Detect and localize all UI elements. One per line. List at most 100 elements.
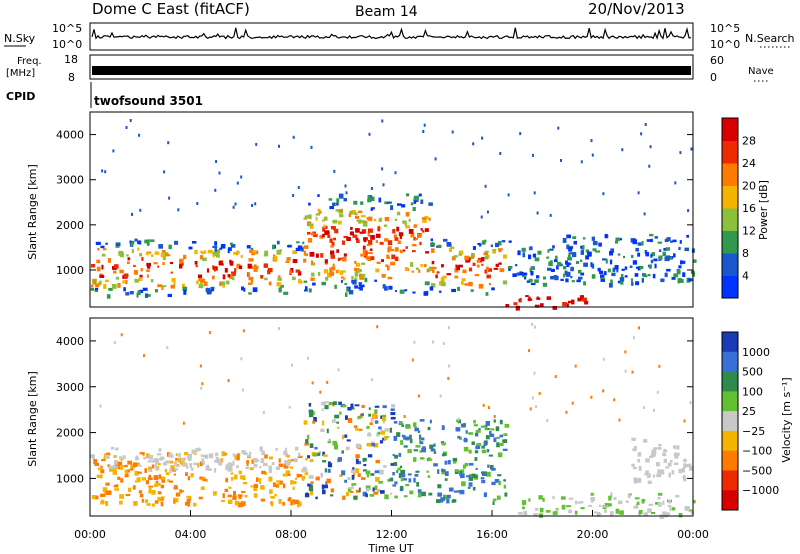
- velocity-echo-cell: [114, 488, 119, 491]
- velocity-echo-cell: [610, 492, 613, 497]
- velocity-echo-cell: [292, 502, 296, 505]
- power-echo-cell: [144, 239, 149, 244]
- velocity-echo-cell: [160, 501, 164, 507]
- power-echo-cell: [354, 277, 358, 281]
- velocity-colorbar-segment: [722, 332, 738, 353]
- power-echo-cell: [387, 201, 392, 204]
- velocity-echo-cell: [193, 462, 198, 466]
- y-tick-label: 2000: [56, 219, 84, 232]
- velocity-echo-cell: [253, 457, 258, 463]
- velocity-sparse-cell: [534, 325, 537, 329]
- power-echo-cell: [113, 270, 117, 274]
- velocity-sparse-cell: [571, 401, 574, 405]
- velocity-colorbar-segment: [722, 450, 738, 471]
- nsearch-label: N.Search: [745, 32, 795, 45]
- velocity-echo-cell: [371, 443, 376, 447]
- velocity-sparse-cell: [227, 379, 230, 383]
- velocity-colorbar-tick: 100: [742, 385, 763, 398]
- y-tick-label: 1000: [56, 264, 84, 277]
- velocity-echo-cell: [370, 418, 374, 422]
- power-sparse-cell: [255, 142, 258, 146]
- velocity-echo-cell: [400, 485, 404, 490]
- velocity-sparse-cell: [493, 415, 496, 418]
- power-echo-cell: [252, 250, 257, 255]
- velocity-echo-cell: [228, 467, 233, 472]
- power-echo-cell: [229, 260, 234, 266]
- velocity-echo-cell: [368, 413, 371, 417]
- power-echo-cell: [240, 254, 243, 258]
- power-echo-cell: [413, 195, 419, 201]
- power-echo-cell: [222, 274, 226, 280]
- velocity-echo-cell: [326, 428, 329, 434]
- power-echo-cell: [684, 247, 689, 252]
- power-echo-cell: [307, 215, 310, 219]
- velocity-echo-cell: [690, 510, 695, 515]
- velocity-echo-cell: [373, 491, 379, 495]
- power-echo-cell: [650, 238, 653, 243]
- velocity-echo-cell: [538, 495, 543, 500]
- power-echo-cell: [528, 278, 533, 283]
- velocity-echo-cell: [369, 422, 373, 426]
- power-echo-cell: [619, 238, 623, 241]
- velocity-colorbar-segment: [722, 430, 738, 452]
- velocity-echo-cell: [193, 502, 197, 507]
- power-echo-cell: [368, 252, 373, 255]
- velocity-echo-cell: [692, 500, 696, 504]
- power-sparse-cell: [590, 139, 593, 143]
- power-echo-cell: [130, 242, 134, 247]
- power-echo-cell: [364, 250, 368, 255]
- velocity-echo-cell: [153, 483, 159, 487]
- power-echo-cell: [387, 265, 390, 271]
- power-echo-cell: [666, 255, 671, 261]
- velocity-echo-cell: [444, 478, 448, 481]
- power-echo-cell: [357, 268, 362, 273]
- velocity-sparse-cell: [417, 394, 420, 398]
- power-echo-cell: [308, 222, 311, 227]
- power-echo-cell: [95, 241, 101, 245]
- noise-panel: [89, 22, 694, 51]
- velocity-echo-cell: [205, 454, 209, 459]
- velocity-echo-cell: [403, 434, 406, 440]
- power-echo-cell: [396, 211, 401, 216]
- power-echo-cell: [632, 239, 637, 245]
- velocity-echo-cell: [634, 497, 640, 500]
- velocity-echo-cell: [165, 472, 170, 475]
- power-echo-cell: [181, 262, 184, 266]
- velocity-echo-cell: [347, 487, 352, 492]
- velocity-echo-cell: [413, 449, 419, 452]
- velocity-echo-cell: [305, 439, 309, 444]
- power-echo-cell: [472, 262, 476, 266]
- power-echo-cell: [378, 197, 382, 203]
- velocity-echo-cell: [441, 470, 446, 475]
- velocity-echo-cell: [233, 492, 237, 496]
- power-echo-cell: [454, 267, 459, 273]
- power-echo-cell: [639, 265, 644, 270]
- power-echo-cell: [283, 291, 289, 295]
- velocity-echo-cell: [261, 450, 265, 456]
- power-echo-cell: [246, 245, 251, 249]
- velocity-echo-cell: [304, 468, 308, 472]
- power-echo-cell: [387, 240, 393, 246]
- velocity-echo-cell: [486, 471, 491, 477]
- velocity-echo-cell: [136, 477, 141, 483]
- velocity-echo-cell: [433, 443, 436, 447]
- power-echo-cell: [563, 266, 567, 270]
- power-echo-cell: [436, 271, 440, 274]
- velocity-echo-cell: [427, 426, 431, 431]
- velocity-echo-cell: [231, 477, 234, 481]
- power-echo-cell: [462, 269, 467, 274]
- velocity-echo-cell: [285, 470, 291, 474]
- power-echo-cell: [201, 251, 205, 255]
- power-echo-cell: [391, 254, 396, 260]
- velocity-echo-cell: [222, 493, 225, 499]
- power-echo-cell: [410, 262, 414, 267]
- velocity-colorbar-tick: 25: [742, 405, 756, 418]
- velocity-echo-cell: [169, 467, 172, 473]
- velocity-echo-cell: [359, 428, 363, 431]
- power-echo-cell: [276, 282, 282, 287]
- power-echo-cell: [420, 199, 424, 205]
- power-echo-cell: [412, 244, 417, 247]
- velocity-echo-cell: [502, 448, 508, 451]
- noise-left-tick-top: 10^5: [52, 22, 82, 35]
- power-echo-cell: [481, 257, 485, 262]
